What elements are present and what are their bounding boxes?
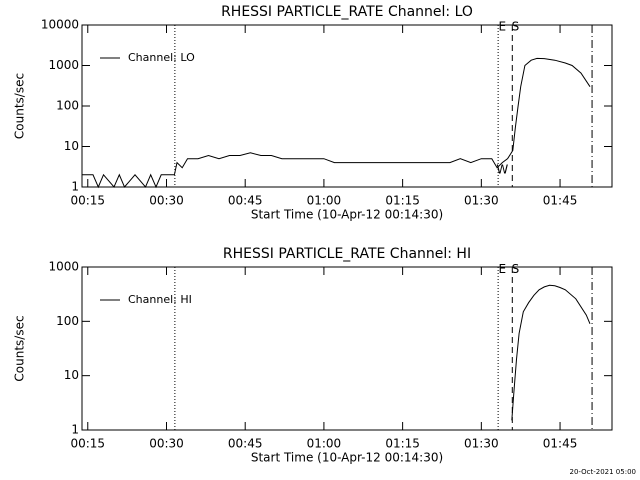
legend-label: Channel: HI bbox=[128, 293, 192, 306]
x-axis-label: Start Time (10-Apr-12 00:14:30) bbox=[251, 208, 443, 222]
x-axis-label: Start Time (10-Apr-12 00:14:30) bbox=[251, 451, 443, 465]
y-tick-label: 10000 bbox=[41, 18, 79, 32]
y-tick-label: 100 bbox=[56, 314, 79, 328]
x-tick-label: 01:30 bbox=[464, 194, 499, 208]
annotation: S bbox=[512, 19, 520, 33]
x-tick-label: 01:45 bbox=[543, 194, 578, 208]
y-axis-label: Counts/sec bbox=[13, 315, 27, 381]
series-line bbox=[82, 57, 591, 189]
series-line bbox=[511, 284, 591, 421]
y-tick-label: 1 bbox=[71, 423, 79, 437]
annotation: W bbox=[496, 163, 508, 177]
chart-title: RHESSI PARTICLE_RATE Channel: LO bbox=[221, 4, 473, 20]
x-tick-label: 00:15 bbox=[70, 194, 105, 208]
y-tick-label: 10 bbox=[64, 368, 79, 382]
x-tick-label: 01:00 bbox=[307, 437, 342, 451]
x-tick-label: 01:15 bbox=[385, 437, 420, 451]
y-tick-label: 1000 bbox=[48, 58, 79, 72]
chart-title: RHESSI PARTICLE_RATE Channel: HI bbox=[223, 246, 471, 262]
x-tick-label: 00:30 bbox=[149, 194, 184, 208]
x-tick-label: 00:15 bbox=[70, 437, 105, 451]
x-tick-label: 01:45 bbox=[543, 437, 578, 451]
y-tick-label: 100 bbox=[56, 99, 79, 113]
x-tick-label: 00:45 bbox=[228, 194, 263, 208]
footer: 20-Oct-2021 05:00 bbox=[570, 468, 636, 476]
y-axis-label: Counts/sec bbox=[13, 73, 27, 139]
annotation: S bbox=[512, 262, 520, 276]
y-tick-label: 1000 bbox=[48, 260, 79, 274]
legend-label: Channel: LO bbox=[128, 51, 195, 64]
x-tick-label: 00:30 bbox=[149, 437, 184, 451]
annotation: E bbox=[499, 262, 507, 276]
x-tick-label: 01:30 bbox=[464, 437, 499, 451]
annotation: E bbox=[499, 19, 507, 33]
x-tick-label: 01:15 bbox=[385, 194, 420, 208]
y-tick-label: 1 bbox=[71, 180, 79, 194]
plot-frame bbox=[81, 266, 613, 431]
x-tick-label: 01:00 bbox=[307, 194, 342, 208]
y-tick-label: 10 bbox=[64, 139, 79, 153]
x-tick-label: 00:45 bbox=[228, 437, 263, 451]
